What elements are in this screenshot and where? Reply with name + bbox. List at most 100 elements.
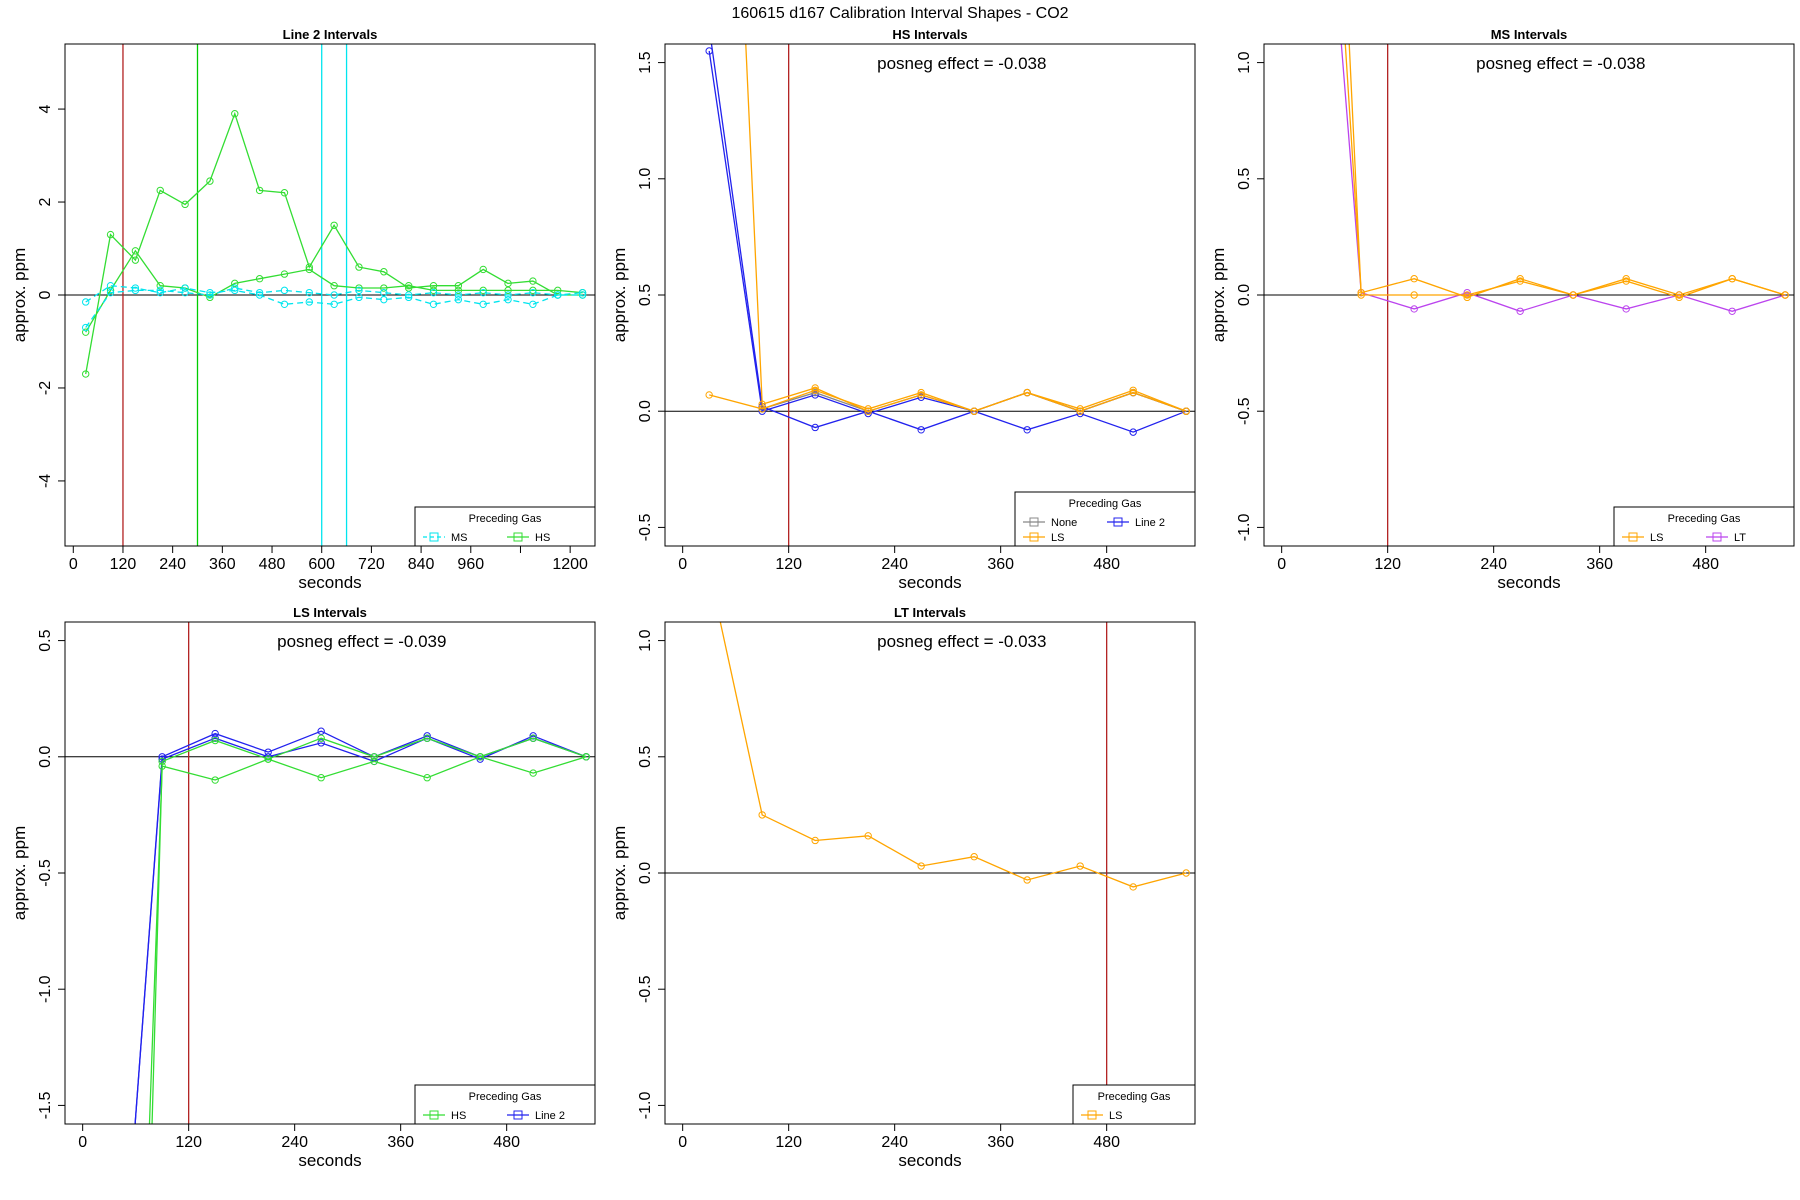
- x-tick-label: 960: [457, 556, 484, 573]
- data-point: [504, 291, 512, 299]
- data-point: [504, 279, 512, 288]
- data-point: [317, 774, 325, 782]
- data-point: [529, 769, 537, 777]
- y-tick-label: 0.5: [37, 629, 54, 651]
- data-point: [280, 270, 289, 278]
- x-tick-label: 840: [408, 556, 435, 573]
- legend-title: Preceding Gas: [1069, 498, 1142, 510]
- panel-title: Line 2 Intervals: [283, 27, 378, 42]
- y-tick-label: -1.0: [1236, 514, 1253, 542]
- data-point: [355, 293, 363, 302]
- data-point: [156, 286, 164, 295]
- data-point: [504, 295, 512, 304]
- data-point: [370, 757, 378, 766]
- data-point: [264, 748, 272, 756]
- legend-box: [414, 506, 596, 547]
- legend-entry-label: Line 2: [535, 1110, 565, 1122]
- data-point: [1410, 291, 1418, 299]
- chart-panel: LT Intervals 0 120 240 360 480 seconds -1.0 -0.5…: [610, 605, 1196, 1170]
- data-point: [106, 230, 115, 239]
- x-tick-label: 240: [281, 1134, 308, 1151]
- x-tick-label: 0: [678, 1134, 687, 1151]
- data-point: [454, 291, 463, 299]
- data-point: [82, 323, 90, 332]
- data-point: [811, 386, 819, 394]
- data-point: [1410, 305, 1418, 313]
- y-tick-label: -0.5: [1236, 397, 1253, 425]
- data-point: [1728, 307, 1736, 315]
- data-point: [917, 862, 925, 870]
- legend-swatch-marker: [429, 532, 439, 542]
- data-point: [404, 291, 413, 299]
- data-point: [158, 757, 166, 766]
- x-axis-label: seconds: [298, 1151, 361, 1170]
- data-point: [479, 288, 487, 297]
- data-point: [917, 426, 925, 434]
- x-tick-label: 240: [1480, 556, 1507, 573]
- data-point: [330, 300, 338, 308]
- data-point: [1569, 291, 1577, 299]
- data-point: [181, 284, 189, 292]
- y-tick-label: -1.0: [37, 975, 54, 1003]
- data-point: [305, 265, 313, 274]
- y-tick-label: 4: [37, 105, 54, 114]
- y-tick-label: -2: [37, 381, 54, 395]
- data-point: [330, 282, 338, 290]
- data-point: [1675, 291, 1683, 299]
- y-tick-label: -0.5: [637, 975, 654, 1003]
- data-point: [811, 836, 819, 845]
- chart-panel: MS Intervals 0 120 240 360 480 seconds -1.0 -0.5…: [1209, 27, 1795, 592]
- data-point: [476, 753, 484, 761]
- data-point: [1129, 428, 1137, 436]
- data-point: [970, 853, 978, 861]
- data-point: [864, 405, 872, 413]
- data-point: [758, 405, 766, 413]
- x-tick-label: 360: [209, 556, 236, 573]
- legend-entry-label: LS: [1109, 1110, 1122, 1122]
- legend-title: Preceding Gas: [1668, 513, 1741, 525]
- data-point: [280, 189, 289, 197]
- x-tick-label: 480: [493, 1134, 520, 1151]
- data-point: [1675, 293, 1683, 302]
- data-point: [1622, 275, 1630, 283]
- y-tick-label: -1.5: [37, 1092, 54, 1120]
- series-line: [85, 287, 583, 328]
- panel-title: LS Intervals: [293, 605, 367, 620]
- posneg-annotation: posneg effect = -0.039: [277, 632, 446, 651]
- data-point: [82, 370, 90, 378]
- data-point: [1463, 288, 1471, 297]
- series-group: [82, 110, 587, 378]
- data-point: [231, 286, 239, 295]
- series-group: [134, 727, 590, 1124]
- data-point: [317, 727, 325, 735]
- data-point: [1516, 277, 1524, 285]
- legend-swatch-marker: [513, 532, 523, 542]
- x-tick-label: 360: [1586, 556, 1613, 573]
- y-tick-label: 1.5: [637, 51, 654, 73]
- data-point: [554, 286, 562, 295]
- data-point: [529, 277, 537, 285]
- data-point: [380, 284, 388, 292]
- y-tick-label: -1.0: [637, 1092, 654, 1120]
- x-tick-label: 0: [69, 556, 78, 573]
- data-point: [811, 384, 819, 392]
- x-tick-label: 360: [387, 1134, 414, 1151]
- data-point: [578, 288, 587, 297]
- data-point: [429, 288, 438, 297]
- data-point: [1076, 862, 1084, 870]
- data-point: [423, 774, 431, 782]
- posneg-annotation: posneg effect = -0.033: [877, 632, 1046, 651]
- data-point: [206, 291, 214, 299]
- data-point: [1076, 405, 1084, 413]
- data-point: [156, 282, 164, 290]
- x-tick-label: 240: [881, 556, 908, 573]
- data-point: [231, 279, 239, 288]
- y-axis-label: approx. ppm: [610, 826, 629, 921]
- data-point: [131, 256, 140, 264]
- data-point: [529, 286, 537, 295]
- x-tick-label: 120: [775, 556, 802, 573]
- series-group: [719, 622, 1190, 891]
- data-point: [355, 286, 363, 295]
- x-tick-label: 0: [1277, 556, 1286, 573]
